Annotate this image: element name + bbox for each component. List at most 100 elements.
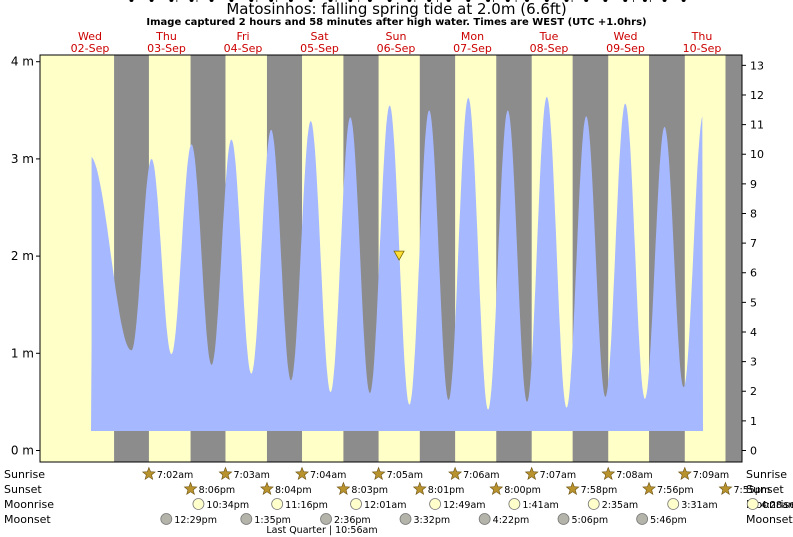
low-tide-metres: 0.60 m	[315, 0, 347, 3]
low-tide-feet: 3.4 ft	[120, 0, 144, 3]
high-tide-feet: 10.9 ft	[650, 0, 680, 3]
sunset-time: 8:04pm	[275, 485, 312, 496]
moonrise-time: 4:28am	[761, 500, 793, 511]
high-tide-feet: 11.5 ft	[414, 0, 444, 3]
sunset-time: 7:55pm	[733, 485, 770, 496]
low-tide-feet: 2.6 ft	[239, 0, 263, 3]
row-label-left: Sunrise	[4, 468, 45, 481]
y-tick-label-right: 8	[750, 207, 757, 220]
sunrise-time: 7:03am	[233, 470, 269, 481]
low-tide-time: 6:14 am	[587, 0, 624, 3]
low-tide-dot	[367, 0, 372, 2]
y-tick-label-right: 11	[750, 119, 764, 132]
moonrise-time: 11:16pm	[285, 500, 328, 511]
high-tide-time: 11:37 pm	[486, 0, 529, 3]
low-tide-feet: 2.4 ft	[279, 0, 303, 3]
high-tide-dot	[584, 0, 589, 2]
low-tide-time: 4:21 am	[351, 0, 388, 3]
high-tide-feet: 11.6 ft	[375, 0, 405, 3]
moonrise-time: 12:01am	[364, 500, 406, 511]
moonset-time: 5:06pm	[572, 515, 609, 526]
moon-phase-label: Last Quarter | 10:56am	[266, 525, 377, 536]
low-tide-dot	[681, 0, 686, 2]
day-name: Tue	[539, 30, 559, 43]
low-tide-feet: 1.4 ft	[555, 0, 579, 3]
low-tide-dot	[603, 0, 608, 2]
row-label-left: Moonset	[4, 513, 51, 526]
sunrise-icon	[141, 466, 156, 480]
sunset-time: 8:06pm	[199, 485, 236, 496]
high-tide-time: 8:55 am	[213, 0, 250, 3]
low-tide-metres: 0.52 m	[433, 0, 465, 3]
moonrise-icon	[508, 498, 521, 510]
sunset-icon	[336, 481, 351, 495]
y-tick-label-right: 7	[750, 237, 757, 250]
sunrise-icon	[601, 466, 616, 480]
low-tide-feet: 1.8 ft	[594, 0, 618, 3]
moonset-icon	[240, 513, 253, 525]
y-tick-label-left: 1 m	[11, 346, 34, 360]
sunrise-time: 7:06am	[463, 470, 499, 481]
row-label-right: Sunset	[746, 483, 784, 496]
high-tide-time: 8:24 pm	[173, 0, 211, 3]
high-tide-feet: 11.3 ft	[571, 0, 601, 3]
night-shade	[725, 55, 742, 462]
low-tide-time: 5:26 pm	[469, 0, 507, 3]
sunrise-time: 7:08am	[616, 470, 652, 481]
high-tide-feet: 11.7 ft	[611, 0, 641, 3]
moonrise-time: 10:34pm	[206, 500, 249, 511]
sunset-time: 8:03pm	[351, 485, 388, 496]
y-tick-label-right: 12	[750, 89, 764, 102]
high-tide-metres: 3.50 m	[413, 0, 445, 3]
day-date: 04-Sep	[224, 42, 263, 55]
low-tide-dot	[486, 0, 491, 2]
moonset-time: 2:36pm	[334, 515, 371, 526]
day-name: Wed	[614, 30, 638, 43]
high-tide-dot	[269, 0, 274, 2]
high-tide-feet: 11.9 ft	[532, 0, 562, 3]
low-tide-feet: 1.4 ft	[476, 0, 500, 3]
high-tide-time: 11:52 am	[525, 0, 568, 3]
low-tide-metres: 0.42 m	[472, 0, 504, 3]
moonrise-icon	[271, 498, 284, 510]
high-tide-metres: 3.64 m	[531, 0, 563, 3]
sunset-icon	[642, 481, 656, 495]
low-tide-feet: 1.7 ft	[437, 0, 461, 3]
moonrise-time: 3:31am	[681, 500, 717, 511]
high-tide-dot	[387, 0, 392, 2]
high-tide-time: 9:23 pm	[252, 0, 290, 3]
high-tide-feet: 11.9 ft	[454, 0, 484, 3]
y-tick-label-right: 10	[750, 148, 764, 161]
day-name: Fri	[236, 30, 249, 43]
sunset-icon	[718, 481, 733, 495]
low-tide-metres: 0.50 m	[511, 0, 543, 3]
moonset-icon	[399, 513, 412, 525]
high-tide-dot	[505, 0, 510, 2]
high-tide-dot	[662, 0, 667, 2]
y-tick-label-right: 2	[750, 385, 757, 398]
day-date: 08-Sep	[530, 42, 569, 55]
y-tick-label-right: 1	[750, 415, 757, 428]
y-tick-label-right: 0	[750, 445, 757, 458]
y-tick-label-left: 3 m	[11, 152, 34, 166]
high-tide-time: 12:48 am	[643, 0, 686, 3]
low-tide-dot	[564, 0, 569, 2]
sunset-icon	[183, 481, 198, 495]
low-tide-metres: 0.79 m	[235, 0, 267, 3]
moonset-icon	[478, 513, 491, 525]
high-tide-feet: 9.8 ft	[140, 0, 164, 3]
low-tide-dot	[446, 0, 451, 2]
row-label-right: Sunrise	[746, 468, 787, 481]
sunset-time: 8:01pm	[428, 485, 465, 496]
moonrise-icon	[429, 498, 442, 510]
high-tide-dot	[466, 0, 471, 2]
high-tide-metres: 3.33 m	[649, 0, 681, 3]
plot-frame	[39, 54, 743, 463]
day-date: 06-Sep	[377, 42, 416, 55]
low-tide-feet: 1.6 ft	[515, 0, 539, 3]
high-tide-feet: 10.8 ft	[256, 0, 286, 3]
low-tide-time: 5:39 am	[508, 0, 545, 3]
moonset-time: 3:32pm	[414, 515, 451, 526]
high-tide-dot	[427, 0, 432, 2]
